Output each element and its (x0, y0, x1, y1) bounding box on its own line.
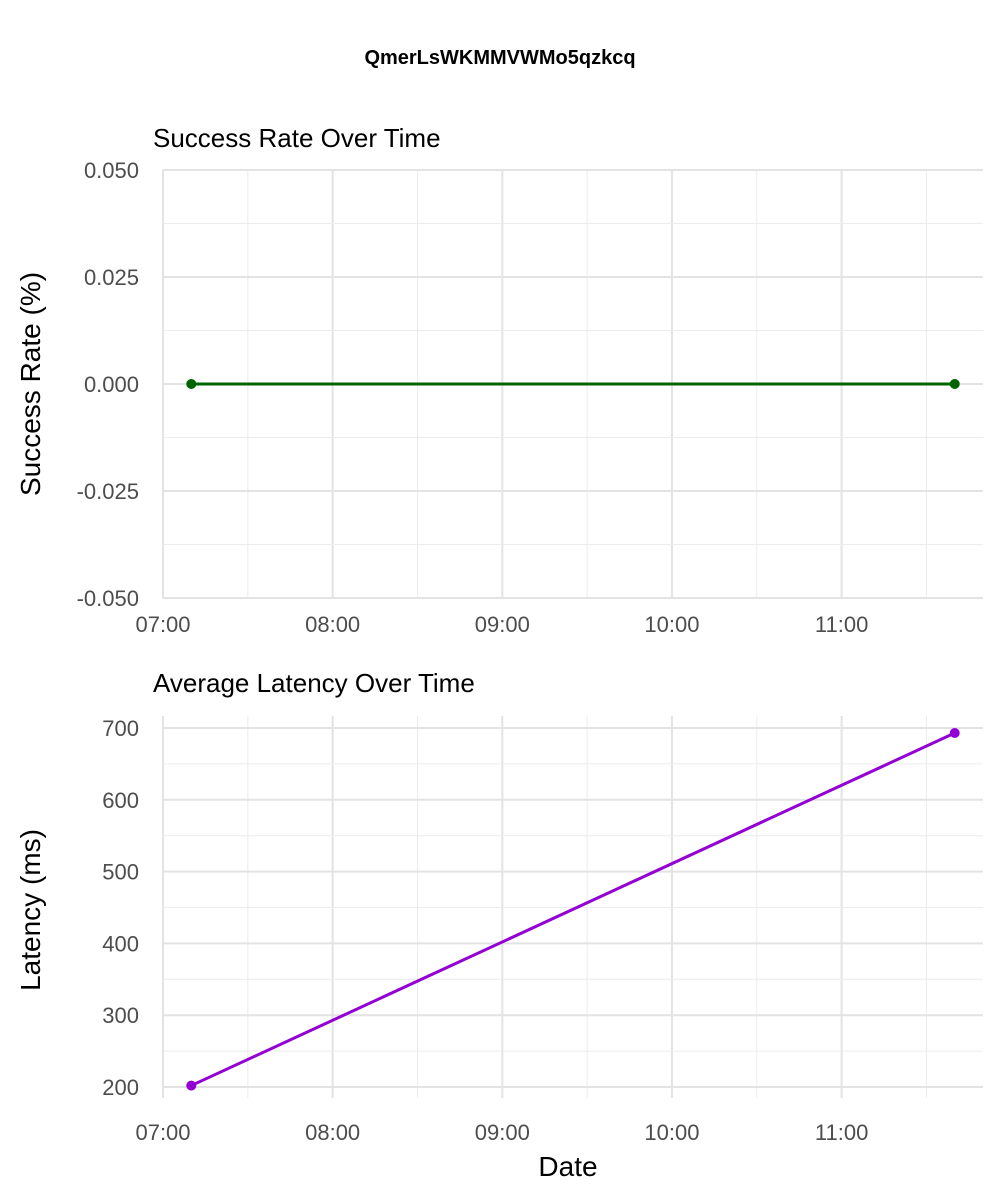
y-tick-label: 600 (102, 788, 139, 813)
success-rate-series (186, 379, 960, 389)
x-tick-label: 10:00 (644, 1120, 699, 1145)
latency-panel-title: Average Latency Over Time (153, 668, 475, 698)
success-rate-y-axis-title: Success Rate (%) (15, 272, 46, 496)
y-tick-label: 300 (102, 1003, 139, 1028)
x-tick-label: 07:00 (135, 1120, 190, 1145)
y-tick-label: -0.050 (77, 586, 139, 611)
y-tick-label: 0.000 (84, 372, 139, 397)
series-line (190, 731, 956, 1087)
x-tick-label: 07:00 (135, 612, 190, 637)
latency-y-ticks: 700 600 500 400 300 200 (102, 716, 139, 1100)
y-tick-label: -0.025 (77, 479, 139, 504)
y-tick-label: 0.050 (84, 158, 139, 183)
data-point (949, 728, 960, 739)
success-rate-x-ticks: 07:00 08:00 09:00 10:00 11:00 (135, 612, 868, 637)
x-tick-label: 08:00 (305, 612, 360, 637)
y-tick-label: 700 (102, 716, 139, 741)
y-tick-label: 400 (102, 931, 139, 956)
data-point (186, 1080, 197, 1091)
data-point (186, 379, 197, 389)
x-tick-label: 11:00 (815, 1120, 868, 1145)
x-tick-label: 09:00 (475, 612, 530, 637)
y-tick-label: 200 (102, 1075, 139, 1100)
x-tick-label: 10:00 (644, 612, 699, 637)
page-title: QmerLsWKMMVWMo5qzkcq (364, 47, 635, 69)
x-tick-label: 09:00 (475, 1120, 530, 1145)
success-rate-y-ticks: 0.050 0.025 0.000 -0.025 -0.050 (77, 158, 139, 611)
x-axis-title: Date (538, 1151, 597, 1182)
latency-y-axis-title: Latency (ms) (15, 829, 46, 991)
data-point (949, 379, 960, 389)
latency-x-ticks: 07:00 08:00 09:00 10:00 11:00 (135, 1120, 868, 1145)
latency-panel: Average Latency Over Time 700 600 500 400 30… (15, 668, 983, 1145)
x-tick-label: 08:00 (305, 1120, 360, 1145)
x-tick-label: 11:00 (815, 612, 868, 637)
y-tick-label: 500 (102, 860, 139, 885)
success-rate-panel: Success Rate Over Time 0.050 0.025 0.000 -0… (15, 123, 983, 637)
latency-series (186, 728, 960, 1091)
latency-grid (162, 716, 983, 1098)
y-tick-label: 0.025 (84, 265, 139, 290)
success-rate-panel-title: Success Rate Over Time (153, 123, 441, 153)
